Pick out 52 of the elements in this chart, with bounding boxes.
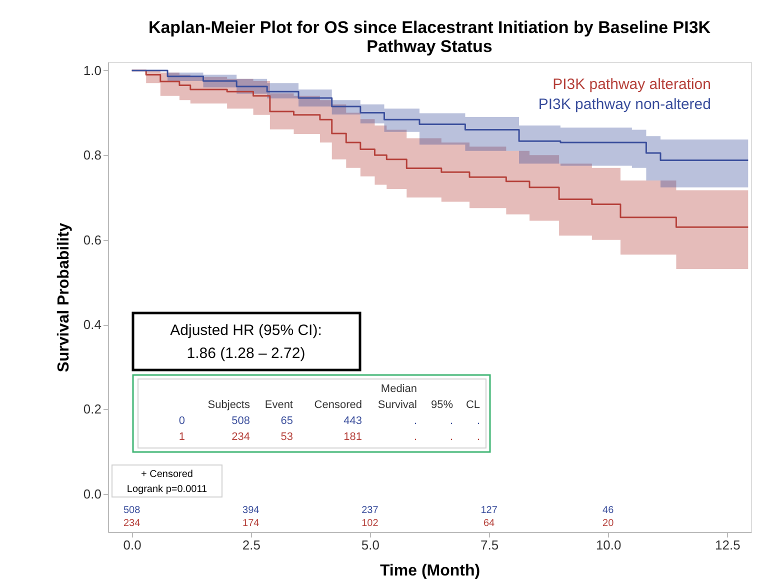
y-axis-title: Survival Probability xyxy=(55,222,72,372)
y-tick-label: 0.4 xyxy=(83,317,102,332)
annotation: 508 xyxy=(232,415,250,427)
annotation: 102 xyxy=(362,518,379,529)
series-label: PI3K pathway non-altered xyxy=(538,96,711,113)
annotation: 443 xyxy=(344,415,362,427)
annotation: Censored xyxy=(314,399,362,411)
y-tick-label: 0.6 xyxy=(83,232,102,248)
annotation: . xyxy=(476,415,480,427)
annotation: Median xyxy=(380,383,417,395)
x-tick-label: 12.5 xyxy=(715,538,740,552)
x-axis-title: Time (Month) xyxy=(380,562,480,580)
annotation: 174 xyxy=(242,518,260,529)
annotation: 46 xyxy=(602,505,614,516)
annotation: 237 xyxy=(362,505,379,516)
y-tick-label: 0.0 xyxy=(83,486,102,502)
annotation: 0 xyxy=(178,415,185,427)
x-tick-label: 7.5 xyxy=(480,538,499,552)
annotation: Survival xyxy=(378,399,417,411)
annotation: + Censored xyxy=(141,469,193,480)
annotation: 127 xyxy=(480,505,498,516)
annotation: 394 xyxy=(242,505,260,516)
y-tick-label: 0.8 xyxy=(83,148,102,163)
annotation: 508 xyxy=(123,505,141,516)
annotation: 234 xyxy=(123,518,141,529)
annotation: . xyxy=(476,431,480,443)
annotation: Logrank p=0.0011 xyxy=(126,484,208,495)
annotation: 53 xyxy=(280,431,293,443)
annotation: . xyxy=(450,415,453,427)
annotation: Adjusted HR (95% CI): xyxy=(170,322,322,339)
annotation: 95% xyxy=(430,399,454,411)
annotation: CL xyxy=(466,399,480,411)
x-tick-label: 5.0 xyxy=(361,538,380,552)
x-tick-label: 10.0 xyxy=(596,538,622,552)
annotation: Event xyxy=(264,399,293,411)
annotation: 181 xyxy=(344,431,362,443)
annotation: Subjects xyxy=(208,399,250,411)
annotation: 64 xyxy=(483,518,496,529)
x-tick-label: 2.5 xyxy=(242,538,260,552)
x-tick-label: 0.0 xyxy=(123,538,142,552)
chart-title: Kaplan-Meier Plot for OS since Elacestrant Initiation by Baseline PI3K Pathway Status xyxy=(148,18,712,56)
annotation: 1 xyxy=(178,431,185,443)
text: PI3K pathway alteration xyxy=(552,76,711,93)
annotation: . xyxy=(414,415,417,427)
annotation: . xyxy=(450,431,453,443)
annotation: 65 xyxy=(280,415,293,427)
annotation: 20 xyxy=(602,518,614,529)
annotation: 1.86 (1.28 – 2.72) xyxy=(186,345,306,362)
annotation: . xyxy=(414,431,417,443)
annotation: 234 xyxy=(232,431,250,443)
y-tick-label: 1.0 xyxy=(83,62,102,78)
y-tick-label: 0.2 xyxy=(83,402,102,417)
